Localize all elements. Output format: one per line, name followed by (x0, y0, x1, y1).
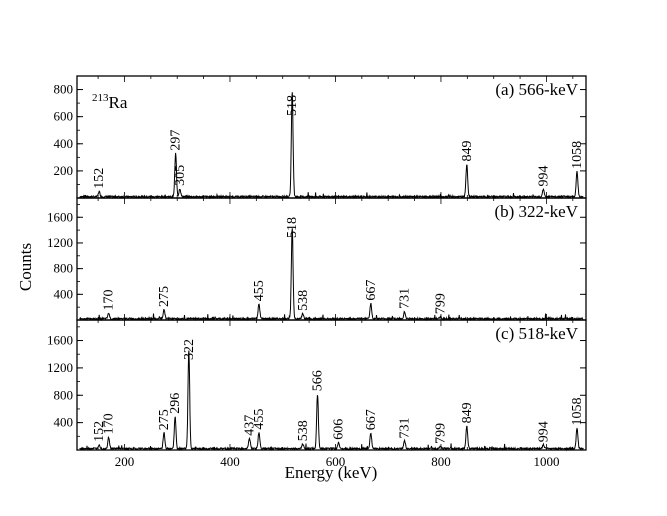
peak-label-305: 305 (173, 165, 188, 186)
peak-label-1058: 1058 (570, 398, 585, 426)
y-tick-label: 400 (54, 286, 74, 301)
peak-label-437: 437 (243, 415, 258, 436)
x-tick-label: 200 (115, 454, 135, 469)
peak-label-275: 275 (157, 409, 172, 430)
y-tick-label: 600 (54, 109, 74, 124)
y-tick-label: 1200 (47, 235, 73, 250)
y-tick-label: 800 (54, 387, 74, 402)
peak-label-566: 566 (311, 370, 326, 391)
y-axis-title: Counts (16, 243, 35, 291)
spectrum-line (79, 350, 584, 452)
panels-layer: 200 400 600 800 152 297 305 518 849 994 1058 (a) 56… (47, 75, 587, 452)
peak-label-994: 994 (536, 166, 551, 187)
peak-label-799: 799 (433, 293, 448, 314)
x-tick-label: 1000 (533, 454, 559, 469)
panel-title: (b) 322-keV (494, 202, 578, 221)
peak-label-667: 667 (364, 409, 379, 430)
panel-title: (c) 518-keV (495, 324, 578, 343)
y-tick-label: 200 (54, 163, 74, 178)
peak-label-455: 455 (252, 280, 267, 301)
peak-label-1058: 1058 (570, 141, 585, 169)
peak-label-275: 275 (157, 286, 172, 307)
panel-1: 200 400 600 800 152 297 305 518 849 994 1058 (a) 56… (54, 75, 587, 200)
peak-label-170: 170 (102, 413, 117, 434)
y-tick-label: 1600 (47, 333, 73, 348)
peak-label-538: 538 (296, 290, 311, 311)
spectrum-line (79, 92, 584, 200)
peak-label-667: 667 (364, 280, 379, 301)
panel-2: 400 800 1200 1600 170 275 455 518 538 667 731 799 (b… (47, 197, 587, 322)
y-tick-label: 1200 (47, 360, 73, 375)
isotope-symbol: Ra (109, 93, 128, 112)
peak-label-152: 152 (92, 168, 107, 189)
peak-label-731: 731 (398, 288, 413, 309)
isotope-label: 213Ra (92, 92, 128, 112)
spectrum-line (79, 228, 584, 322)
peak-label-322: 322 (182, 339, 197, 360)
peak-label-297: 297 (169, 130, 184, 151)
peak-label-455: 455 (252, 409, 267, 430)
x-axis: 200 400 600 800 1000 (115, 454, 560, 469)
x-tick-label: 800 (431, 454, 451, 469)
y-tick-label: 400 (54, 136, 74, 151)
peak-label-518: 518 (285, 95, 300, 116)
peak-label-518: 518 (285, 217, 300, 238)
peak-label-538: 538 (296, 420, 311, 441)
x-axis-title: Energy (keV) (285, 463, 378, 482)
x-tick-label: 400 (220, 454, 240, 469)
y-tick-label: 400 (54, 415, 74, 430)
y-tick-label: 1600 (47, 209, 73, 224)
y-tick-label: 800 (54, 261, 74, 276)
peak-label-606: 606 (332, 419, 347, 440)
x-tick-label: 600 (326, 454, 346, 469)
peak-label-731: 731 (398, 418, 413, 439)
peak-label-152: 152 (92, 421, 107, 442)
y-tick-label: 800 (54, 82, 74, 97)
panel-title: (a) 566-keV (495, 80, 578, 99)
isotope-mass: 213 (92, 92, 109, 104)
peak-label-849: 849 (460, 402, 475, 423)
peak-label-994: 994 (536, 421, 551, 442)
peak-label-799: 799 (433, 423, 448, 444)
peak-label-170: 170 (102, 290, 117, 311)
peak-label-296: 296 (168, 393, 183, 414)
peak-label-849: 849 (460, 141, 475, 162)
